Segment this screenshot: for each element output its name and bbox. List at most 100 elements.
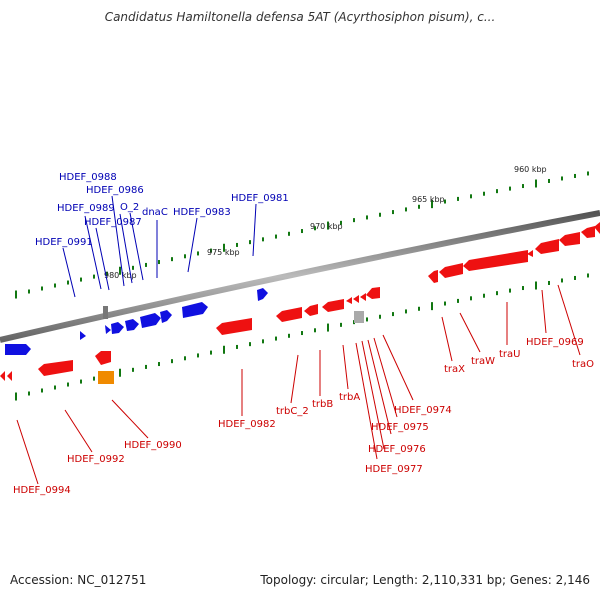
scale-tick	[314, 328, 316, 333]
scale-tick	[457, 298, 459, 303]
scale-label-960: 960 kbp	[514, 165, 547, 174]
scale-label-965: 965 kbp	[412, 195, 445, 204]
gene-label[interactable]: HDEF_0986	[86, 185, 144, 196]
accession-text: Accession: NC_012751	[10, 573, 147, 587]
scale-tick	[184, 356, 186, 361]
scale-tick	[548, 178, 550, 183]
pseudogene-marker	[354, 311, 364, 323]
scale-tick	[15, 290, 17, 299]
gene-label[interactable]: traU	[499, 349, 520, 360]
gene-label[interactable]: O_2	[120, 202, 139, 213]
scale-tick	[262, 339, 264, 344]
scale-tick	[418, 204, 420, 209]
gene-reverse[interactable]	[322, 299, 344, 312]
gene-label[interactable]: trbC_2	[276, 406, 309, 417]
gene-reverse[interactable]	[594, 222, 600, 234]
gene-reverse[interactable]	[216, 318, 252, 335]
scale-labels: 980 kbp 975 kbp 970 kbp 965 kbp 960 kbp	[104, 165, 547, 280]
scale-tick	[210, 248, 212, 253]
gene-reverse[interactable]	[353, 295, 359, 303]
gene-label[interactable]: traW	[471, 356, 495, 367]
gene-forward[interactable]	[111, 322, 124, 334]
gene-forward[interactable]	[160, 310, 172, 323]
gene-reverse[interactable]	[366, 287, 380, 299]
scale-tick	[132, 265, 134, 270]
label-leaders-red	[16, 284, 581, 485]
gene-forward[interactable]	[257, 288, 268, 301]
scale-tick	[28, 289, 30, 294]
rna-gene[interactable]	[98, 371, 114, 384]
map-title: Candidatus Hamiltonella defensa 5AT (Acy…	[104, 10, 496, 24]
gene-reverse[interactable]	[304, 304, 318, 316]
gene-reverse[interactable]	[0, 371, 5, 381]
gene-forward[interactable]	[5, 344, 31, 355]
gene-label[interactable]: HDEF_0991	[35, 237, 93, 248]
scale-tick	[340, 220, 342, 225]
gene-forward[interactable]	[140, 313, 161, 328]
scale-tick	[28, 391, 30, 396]
scale-tick	[353, 218, 355, 223]
gene-label[interactable]: HDEF_0977	[365, 464, 423, 475]
gene-label[interactable]: HDEF_0975	[371, 422, 429, 433]
gene-reverse[interactable]	[559, 232, 580, 246]
scale-tick	[249, 240, 251, 245]
gene-forward[interactable]	[105, 325, 111, 334]
gene-reverse[interactable]	[346, 297, 352, 304]
scale-tick	[470, 194, 472, 199]
gene-forward[interactable]	[80, 331, 86, 340]
scale-tick	[418, 306, 420, 311]
gene-label[interactable]: traX	[444, 364, 465, 375]
scale-tick	[587, 273, 589, 278]
gene-reverse[interactable]	[581, 226, 595, 238]
gene-label[interactable]: HDEF_0990	[124, 440, 182, 451]
scale-tick	[496, 189, 498, 194]
scale-tick	[431, 302, 433, 311]
scale-ticks	[15, 171, 589, 401]
scale-tick	[444, 199, 446, 204]
gene-label[interactable]: HDEF_0988	[59, 172, 117, 183]
gene-label[interactable]: HDEF_0976	[368, 444, 426, 455]
scale-tick	[158, 260, 160, 265]
scale-tick	[366, 215, 368, 220]
gene-label[interactable]: traO	[572, 359, 594, 370]
gene-label[interactable]: trbA	[339, 392, 360, 403]
gene-label[interactable]: HDEF_0982	[218, 419, 276, 430]
scale-tick	[379, 314, 381, 319]
gene-reverse[interactable]	[463, 250, 528, 271]
scale-tick	[522, 184, 524, 189]
gene-reverse[interactable]	[276, 307, 302, 322]
gene-label[interactable]: HDEF_0981	[231, 193, 289, 204]
reverse-genes	[0, 222, 600, 381]
scale-tick	[548, 280, 550, 285]
gene-reverse[interactable]	[95, 351, 111, 365]
scale-tick	[41, 286, 43, 291]
scale-tick	[574, 173, 576, 178]
gene-label[interactable]: dnaC	[142, 207, 168, 218]
scale-tick	[54, 385, 56, 390]
gene-reverse[interactable]	[535, 239, 559, 254]
gene-reverse[interactable]	[7, 371, 12, 381]
gene-forward[interactable]	[182, 302, 208, 318]
gene-label[interactable]: HDEF_0989	[57, 203, 115, 214]
gene-reverse[interactable]	[38, 360, 73, 376]
gene-label[interactable]: HDEF_0994	[13, 485, 71, 496]
gene-forward[interactable]	[125, 319, 139, 331]
gene-label[interactable]: HDEF_0983	[173, 207, 231, 218]
scale-tick	[145, 262, 147, 267]
scale-tick	[483, 191, 485, 196]
gene-label[interactable]: HDEF_0987	[84, 217, 142, 228]
gene-label[interactable]: HDEF_0969	[526, 337, 584, 348]
gene-reverse[interactable]	[527, 250, 533, 257]
scale-tick	[431, 200, 433, 209]
scale-tick	[379, 212, 381, 217]
scale-tick	[275, 336, 277, 341]
gene-reverse[interactable]	[360, 293, 366, 301]
gene-label[interactable]: trbB	[312, 399, 333, 410]
scale-tick	[522, 286, 524, 291]
gene-label[interactable]: HDEF_0974	[394, 405, 452, 416]
gene-reverse[interactable]	[428, 270, 438, 283]
scale-tick	[288, 333, 290, 338]
gene-label[interactable]: HDEF_0992	[67, 454, 125, 465]
gene-reverse[interactable]	[439, 263, 463, 278]
scale-tick	[301, 331, 303, 336]
